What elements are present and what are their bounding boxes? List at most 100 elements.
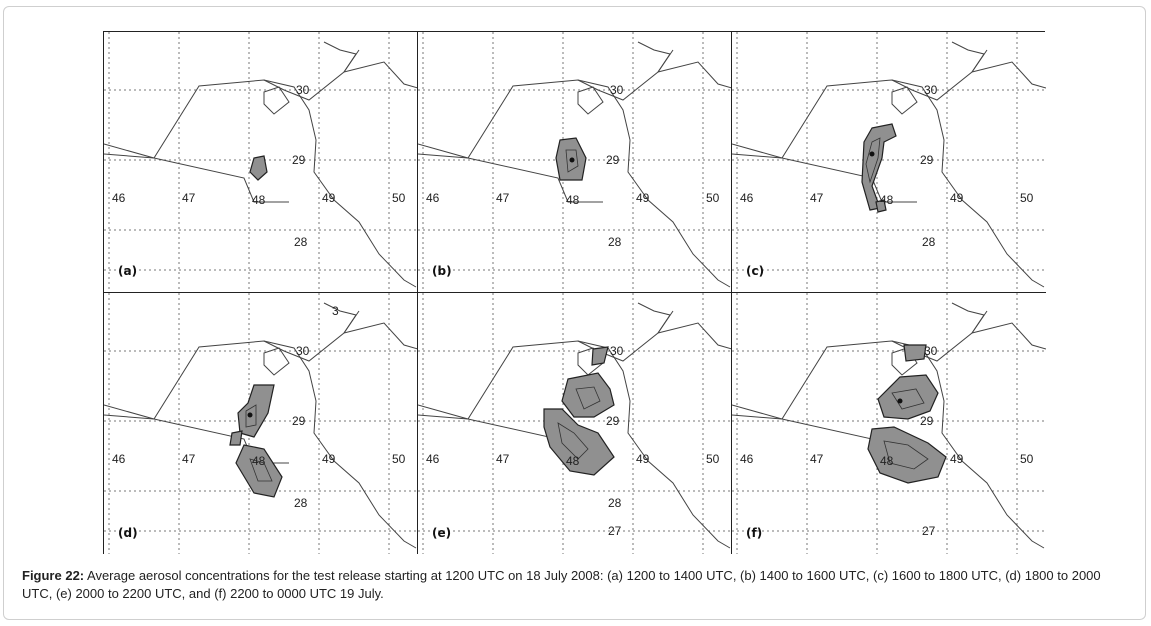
latitude-label: 29 (920, 153, 934, 167)
panel-label-b: (b) (432, 264, 452, 278)
longitude-label: 49 (636, 452, 650, 466)
aerosol-plume (561, 372, 615, 418)
coastline-path (657, 61, 731, 89)
latitude-label: 27 (922, 524, 936, 538)
coastline-path (418, 79, 731, 288)
aerosol-plume (235, 444, 283, 498)
longitude-label: 50 (706, 452, 720, 466)
longitude-label: 50 (392, 191, 406, 205)
latitude-label: 30 (924, 83, 938, 97)
aerosol-plume (229, 430, 243, 446)
coastline-path (657, 322, 731, 350)
map-panel-e: 46 47 48 49 50 30 29 28 27 (e) (418, 293, 732, 554)
map-panel-d: 46 47 48 49 50 3 30 29 28 (d) (104, 293, 418, 554)
coastline-path (418, 340, 731, 549)
map-svg-b: 46 47 48 49 50 30 29 28 (418, 32, 731, 292)
latitude-label: 29 (606, 153, 620, 167)
coastline-path (891, 86, 918, 115)
aerosol-plume (861, 123, 897, 211)
map-panel-f: 46 47 48 49 50 30 29 27 (f) (732, 293, 1046, 554)
latitude-label: 28 (608, 235, 622, 249)
map-svg-f: 46 47 48 49 50 30 29 27 (732, 293, 1046, 554)
coastline-path (323, 41, 357, 73)
coastline-path (732, 79, 1045, 288)
longitude-label: 48 (880, 193, 894, 207)
release-point (247, 412, 253, 418)
latitude-label: 29 (292, 153, 306, 167)
longitude-label: 48 (566, 193, 580, 207)
longitude-label: 49 (322, 452, 336, 466)
longitude-label: 50 (706, 191, 720, 205)
longitude-label: 47 (810, 452, 824, 466)
latitude-label: 30 (610, 83, 624, 97)
aerosol-contour (865, 137, 881, 184)
longitude-label: 48 (252, 193, 266, 207)
coastline-path (732, 340, 1045, 549)
aerosol-plume (867, 426, 947, 484)
longitude-label: 48 (252, 454, 266, 468)
latitude-label: 29 (606, 414, 620, 428)
coastline-path (891, 49, 988, 101)
release-point (897, 398, 903, 404)
latitude-label: 30 (924, 344, 938, 358)
map-svg-a: 46 47 48 49 50 30 29 28 (104, 32, 417, 292)
latitude-label: 28 (294, 235, 308, 249)
aerosol-plume (903, 344, 927, 362)
map-svg-c: 46 47 48 49 50 30 29 28 (732, 32, 1046, 292)
caption-label: Figure 22: (22, 568, 85, 583)
coastline-path (971, 61, 1046, 89)
panel-label-a: (a) (118, 264, 138, 278)
latitude-label: 29 (920, 414, 934, 428)
coastline-path (577, 49, 674, 101)
coastline-path (637, 302, 671, 334)
caption-text: Average aerosol concentrations for the t… (22, 568, 1101, 601)
aerosol-contour (883, 440, 929, 470)
map-panel-c: 46 47 48 49 50 30 29 28 (c) (732, 32, 1046, 293)
coastline-path (104, 340, 417, 549)
coastline-path (104, 153, 289, 203)
coastline-path (323, 302, 357, 334)
longitude-label: 46 (426, 452, 440, 466)
longitude-label: 49 (950, 191, 964, 205)
longitude-label: 49 (636, 191, 650, 205)
longitude-label: 48 (880, 454, 894, 468)
latitude-label: 30 (296, 344, 310, 358)
release-point (869, 151, 875, 157)
latitude-label: 30 (296, 83, 310, 97)
longitude-label: 47 (182, 191, 196, 205)
longitude-label: 47 (182, 452, 196, 466)
longitude-label: 46 (112, 452, 126, 466)
coastline-path (418, 153, 603, 203)
aerosol-plume (875, 199, 887, 213)
coastline-path (951, 41, 985, 73)
aerosol-contour (891, 388, 925, 410)
panel-label-f: (f) (746, 526, 763, 540)
panel-label-e: (e) (432, 526, 452, 540)
map-panel-b: 46 47 48 49 50 30 29 28 (b) (418, 32, 732, 293)
latitude-label: 28 (608, 496, 622, 510)
aerosol-contour (557, 422, 589, 460)
longitude-label: 49 (950, 452, 964, 466)
coastline-path (263, 49, 360, 101)
longitude-label: 49 (322, 191, 336, 205)
longitude-label: 50 (392, 452, 406, 466)
figure-caption: Figure 22: Average aerosol concentration… (22, 567, 1132, 603)
aerosol-contour (249, 458, 273, 482)
aerosol-contour (245, 404, 257, 428)
map-svg-d: 46 47 48 49 50 3 30 29 28 (104, 293, 417, 554)
map-panel-a: 46 47 48 49 50 30 29 28 (a) (104, 32, 418, 293)
latitude-label: 28 (294, 496, 308, 510)
map-svg-e: 46 47 48 49 50 30 29 28 27 (418, 293, 731, 554)
longitude-label: 46 (740, 452, 754, 466)
coastline-path (263, 86, 290, 115)
longitude-label: 46 (740, 191, 754, 205)
aerosol-plume (877, 374, 939, 420)
aerosol-plume (249, 155, 268, 181)
coastline-path (951, 302, 985, 334)
panel-label-d: (d) (118, 526, 138, 540)
longitude-label: 48 (566, 454, 580, 468)
map-figure: 46 47 48 49 50 30 29 28 (a) 46 47 48 49 50 30 29 28 (b… (103, 31, 1046, 554)
coastline-path (577, 86, 604, 115)
longitude-label: 47 (810, 191, 824, 205)
longitude-label: 50 (1020, 452, 1034, 466)
